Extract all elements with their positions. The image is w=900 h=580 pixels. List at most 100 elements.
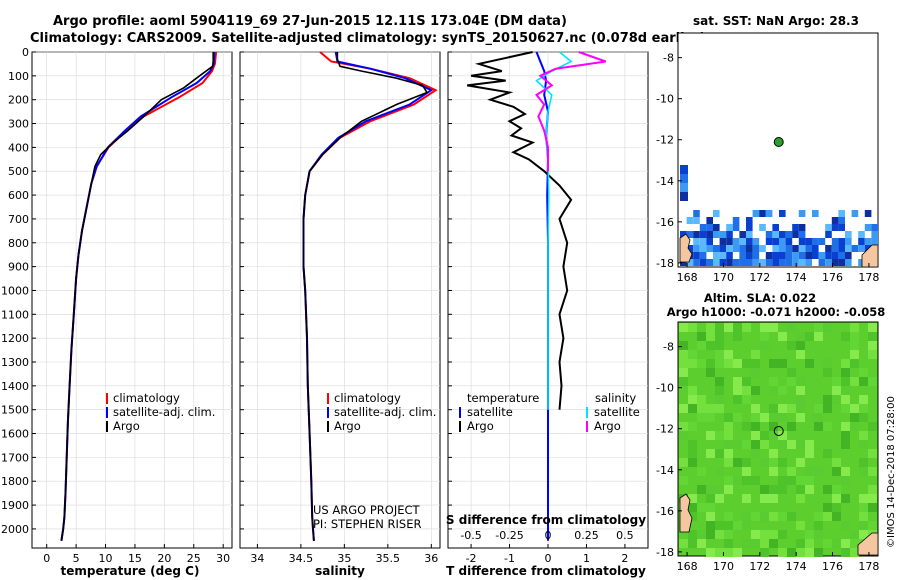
depth-axis: 0 100 200 300 400 500 600 700 800 900 1000 1100 1200… — [1, 46, 29, 536]
x-tick-label: 2 — [621, 552, 628, 565]
sla-pixel — [868, 449, 877, 458]
sla-pixel — [733, 440, 742, 449]
sst-pixel — [845, 238, 852, 245]
sst-pixel — [752, 259, 760, 266]
sla-pixel — [679, 341, 688, 350]
sla-pixel — [841, 377, 850, 386]
sla-pixel — [841, 404, 850, 413]
sst-pixel — [831, 245, 839, 252]
sst-pixel — [739, 238, 746, 245]
sla-pixel — [742, 539, 751, 548]
sla-pixel — [859, 431, 868, 440]
sla-pixel — [841, 476, 850, 485]
sla-pixel — [742, 395, 751, 404]
sst-pixel — [798, 231, 806, 238]
depth-tick-label: 2000 — [1, 523, 29, 536]
sst-pixel — [792, 259, 799, 266]
argo-float-marker — [773, 425, 784, 436]
map-y-tick-label: -10 — [656, 93, 674, 106]
sla-pixel — [742, 467, 751, 476]
depth-tick-label: 500 — [8, 165, 29, 178]
sla-pixel — [742, 377, 751, 386]
s-difference-label: S difference from climatology — [446, 513, 646, 527]
sst-pixel — [746, 259, 753, 266]
sla-pixel — [769, 323, 778, 332]
sla-pixel — [796, 413, 805, 422]
temperature-x-label: temperature (deg C) — [61, 564, 200, 578]
legend-sal-argo: Argo — [594, 419, 621, 433]
sla-pixel — [715, 449, 724, 458]
sla-pixel — [733, 476, 742, 485]
sst-pixel — [864, 238, 872, 245]
copyright-text: ©IMOS 14-Dec-2018 07:28:00 — [886, 396, 897, 548]
sla-pixel — [697, 413, 706, 422]
sst-pixel — [706, 217, 713, 224]
depth-tick-label: 300 — [8, 118, 29, 131]
sst-pixel — [746, 252, 753, 259]
sst-pixel — [838, 238, 845, 245]
sla-pixel — [679, 539, 688, 548]
sla-pixel — [841, 395, 850, 404]
sla-pixel — [706, 323, 715, 332]
sst-pixel — [732, 238, 740, 245]
sla-pixel — [742, 323, 751, 332]
sla-pixel — [697, 395, 706, 404]
sla-pixel — [841, 359, 850, 368]
sla-pixel — [787, 323, 796, 332]
figure-title-line2: Climatology: CARS2009. Satellite-adjuste… — [30, 31, 706, 46]
sst-pixel — [759, 259, 766, 266]
sla-pixel — [787, 440, 796, 449]
depth-tick-label: 800 — [8, 237, 29, 250]
temperature-x-ticks: 0 5 10 15 20 25 30 — [43, 544, 230, 565]
sla-pixel — [859, 404, 868, 413]
sla-pixel — [805, 449, 814, 458]
sla-pixel — [769, 386, 778, 395]
sst-pixel — [858, 259, 865, 266]
map-x-tick-label: 170 — [713, 560, 734, 573]
sla-pixel — [706, 530, 715, 539]
sst-pixel — [699, 245, 707, 252]
sst-pixel — [693, 245, 700, 252]
series-line-satellite-adj-clim- — [302, 51, 434, 541]
map-y-tick-label: -12 — [656, 423, 674, 436]
sla-pixel — [688, 503, 697, 512]
sst-pixel — [779, 210, 786, 217]
sla-pixel — [805, 530, 814, 539]
series-line-argo — [60, 52, 214, 541]
sst-pixel — [719, 259, 727, 266]
sst-pixel — [680, 174, 688, 183]
sla-pixel — [742, 512, 751, 521]
depth-tick-label: 700 — [8, 213, 29, 226]
sla-pixel — [832, 485, 841, 494]
sla-pixel — [760, 548, 769, 557]
sla-pixel — [715, 332, 724, 341]
sst-pixel — [772, 231, 779, 238]
sla-pixel — [706, 521, 715, 530]
sst-pixel — [818, 259, 826, 266]
sla-pixel — [796, 539, 805, 548]
sla-map-title-line2: Argo h1000: -0.071 h2000: -0.058 — [667, 305, 886, 319]
sla-pixel — [742, 521, 751, 530]
sla-pixel — [787, 467, 796, 476]
sst-map-title: sat. SST: NaN Argo: 28.3 — [693, 14, 859, 28]
sla-pixel — [724, 476, 733, 485]
s-tick-label: 0.25 — [574, 529, 599, 542]
sla-pixel — [679, 377, 688, 386]
legend-temp-satellite: satellite — [467, 405, 513, 419]
sst-pixel — [732, 217, 740, 224]
sla-pixel — [751, 512, 760, 521]
sst-pixel — [686, 259, 694, 266]
sst-pixel — [858, 231, 865, 238]
salinity-series — [302, 51, 438, 541]
sla-pixel — [706, 494, 715, 503]
sst-pixel — [779, 259, 786, 266]
sst-pixel — [779, 252, 786, 259]
sst-pixel — [871, 238, 878, 245]
sla-pixel — [697, 404, 706, 413]
sla-pixel — [850, 404, 859, 413]
sst-pixel — [772, 238, 779, 245]
depth-tick-label: 1300 — [1, 356, 29, 369]
sla-pixel — [787, 548, 796, 557]
